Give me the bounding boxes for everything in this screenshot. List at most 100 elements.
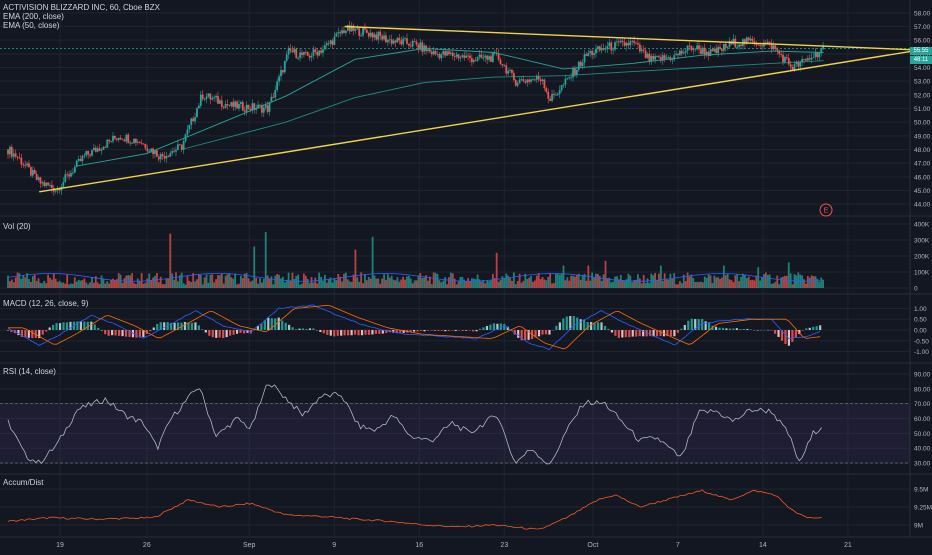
trendline-lower[interactable] — [39, 35, 932, 193]
candle-body — [165, 155, 168, 159]
candle-body — [427, 49, 429, 52]
candle-body — [30, 167, 32, 176]
candle-body — [7, 149, 9, 155]
volume-bar — [428, 276, 431, 288]
candle-body — [12, 153, 15, 157]
macd-histogram-bar — [166, 322, 169, 330]
candle-body — [117, 137, 120, 140]
candle-body — [591, 50, 594, 55]
accum-dist-pane[interactable] — [7, 489, 822, 530]
rsi-legend[interactable]: RSI (14, close) — [3, 367, 56, 376]
candle-body — [795, 61, 798, 65]
candle-body — [243, 110, 246, 112]
candle-body — [236, 101, 238, 109]
macd-histogram-bar — [27, 330, 30, 338]
volume-bar — [136, 278, 139, 288]
volume-bar — [123, 278, 126, 288]
candle-body — [640, 49, 643, 52]
candle-body — [570, 77, 573, 79]
price-pane[interactable]: E — [0, 20, 932, 217]
candle-body — [747, 37, 750, 41]
volume-bar — [184, 284, 187, 288]
candle-body — [810, 57, 813, 60]
volume-legend[interactable]: Vol (20) — [3, 222, 31, 231]
candle-body — [717, 47, 720, 54]
candle-body — [70, 172, 72, 177]
volume-bar — [709, 275, 712, 288]
candle-body — [537, 75, 540, 80]
y-tick-label: -0.50 — [914, 338, 929, 345]
candle-body — [759, 45, 762, 47]
macd-histogram-bar — [204, 330, 207, 333]
candle-body — [467, 55, 469, 57]
candle-body — [75, 160, 78, 167]
candle-body — [700, 49, 702, 54]
volume-bar — [501, 276, 504, 288]
macd-histogram-bar — [86, 321, 89, 330]
volume-bar — [633, 279, 636, 288]
candle-body — [768, 41, 771, 43]
ema200-legend[interactable]: EMA (200, close) — [3, 12, 64, 21]
candle-body — [199, 94, 202, 106]
symbol-legend[interactable]: ACTIVISION BLIZZARD INC, 60, Cboe BZX — [3, 3, 160, 12]
macd-histogram-bar — [79, 321, 82, 330]
volume-bar — [108, 283, 111, 288]
candle-body — [155, 150, 158, 157]
macd-histogram-bar — [409, 330, 412, 333]
trendline-upper[interactable] — [344, 25, 932, 52]
macd-histogram-bar — [485, 325, 489, 330]
ema50-legend[interactable]: EMA (50, close) — [3, 21, 60, 30]
volume-bar — [73, 277, 76, 288]
candle-body — [28, 163, 30, 168]
volume-bar — [484, 283, 487, 288]
candle-body — [719, 47, 721, 49]
macd-legend[interactable]: MACD (12, 26, close, 9) — [3, 299, 89, 308]
candle-body — [698, 45, 700, 50]
volume-bar — [692, 278, 695, 288]
macd-histogram-bar — [104, 330, 107, 335]
volume-bar — [299, 284, 301, 288]
y-tick-label: 200K — [914, 254, 930, 261]
volume-bar — [778, 284, 781, 288]
volume-bar — [564, 280, 567, 288]
macd-histogram-bar — [284, 322, 287, 330]
candle-body — [91, 149, 93, 156]
rsi-pane[interactable] — [0, 384, 910, 465]
macd-pane[interactable] — [6, 304, 822, 351]
macd-histogram-bar — [610, 330, 614, 333]
candle-body — [709, 49, 712, 56]
volume-bar — [329, 277, 332, 288]
ema50-line — [77, 47, 824, 167]
volume-bar — [446, 284, 448, 288]
candle-body — [743, 39, 746, 45]
candle-body — [364, 27, 366, 30]
volume-bar — [171, 273, 174, 288]
volume-bar — [530, 275, 532, 288]
volume-pane[interactable] — [7, 232, 825, 288]
volume-bar — [125, 275, 128, 288]
volume-bar — [312, 282, 315, 288]
candle-body — [549, 98, 552, 101]
candle-body — [176, 144, 179, 150]
volume-bar — [133, 282, 135, 288]
candle-body — [448, 51, 450, 55]
macd-histogram-bar — [305, 329, 308, 330]
volume-bar — [205, 274, 208, 288]
volume-bar — [721, 277, 723, 288]
y-tick-label: 47.00 — [914, 161, 931, 168]
candle-body — [260, 105, 263, 113]
earnings-marker[interactable] — [819, 203, 833, 217]
volume-bar — [306, 279, 309, 288]
y-tick-label: 53.00 — [914, 79, 931, 86]
volume-bar — [461, 276, 464, 288]
candle-body — [480, 54, 483, 59]
volume-bar — [816, 278, 819, 288]
volume-bar — [497, 281, 500, 288]
accum-dist-legend[interactable]: Accum/Dist — [3, 478, 44, 487]
volume-bar — [623, 280, 626, 288]
volume-bar — [144, 282, 147, 288]
macd-histogram-bar — [607, 328, 610, 330]
volume-bar — [764, 272, 767, 288]
macd-histogram-bar — [281, 320, 284, 330]
